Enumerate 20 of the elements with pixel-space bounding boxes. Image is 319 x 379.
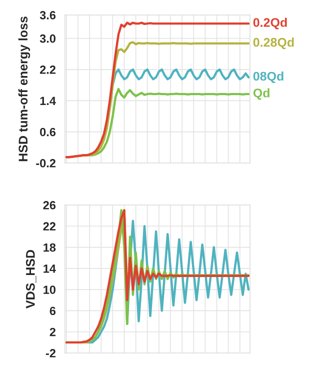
y-tick-label: 1.4 <box>40 96 56 105</box>
y-tick-label: 0.6 <box>40 128 56 136</box>
series-label: 08Qd <box>253 71 284 84</box>
y-tick-label: 2 <box>50 328 56 336</box>
y-tick-label: 14 <box>44 264 56 273</box>
y-axis-title: VDS_HSD <box>26 250 36 308</box>
y-tick-label: 3.0 <box>40 34 56 43</box>
y-tick-label: 6 <box>50 306 56 316</box>
y-tick-label: 26 <box>43 201 56 210</box>
y-tick-label: -0.2 <box>36 159 56 168</box>
series-label: 0.2Qd <box>253 18 287 30</box>
y-tick-label: 10 <box>44 286 56 294</box>
y-tick-label: 22 <box>43 222 56 230</box>
y-tick-label: 3.6 <box>40 11 56 20</box>
y-tick-label: -2 <box>46 349 56 358</box>
series-label: 0.28Qd <box>253 38 294 50</box>
y-tick-label: 2.2 <box>40 66 56 74</box>
y-axis-title: HSD tum-off energy loss <box>18 16 30 162</box>
series-label: Qd <box>253 88 270 100</box>
y-tick-label: 18 <box>44 243 56 252</box>
